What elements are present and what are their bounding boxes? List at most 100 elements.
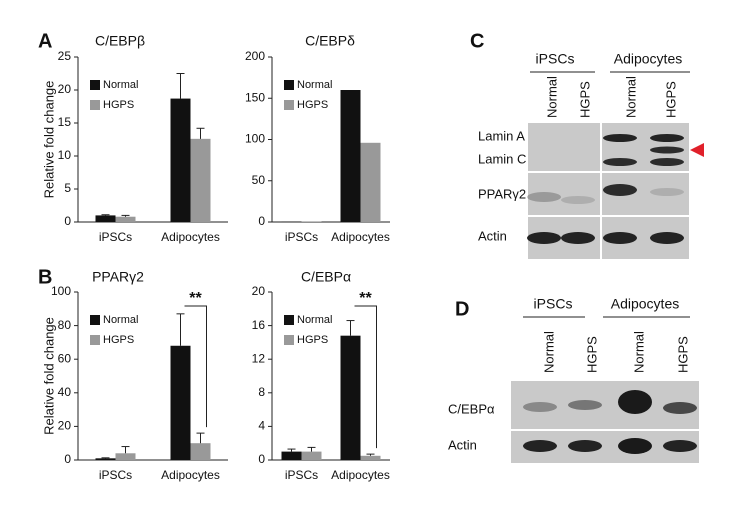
y-tick-label: 0 [258,214,265,228]
lane-label: Normal [631,331,646,373]
legend-label: Normal [103,314,138,326]
error-bar [176,73,185,99]
chart-title: PPARγ2 [92,269,144,285]
blot-band [603,134,637,142]
blot-band [603,158,637,166]
legend-label: HGPS [297,99,328,111]
x-tick-label: Adipocytes [161,468,220,482]
error-bar [176,313,185,346]
legend-swatch [284,80,294,90]
blot-band [618,390,652,414]
x-tick-label: iPSCs [285,230,318,244]
bar [340,90,361,222]
y-tick-label: 15 [58,115,72,129]
blot-band [603,232,637,244]
chart-title: C/EBPα [301,269,351,285]
legend-label: Normal [297,314,332,326]
lane-label: HGPS [577,81,592,118]
legend-label: HGPS [103,99,134,111]
error-bar [346,320,355,336]
y-tick-label: 100 [51,284,71,298]
y-tick-label: 10 [58,148,72,162]
legend-label: HGPS [103,334,134,346]
blot-row-label: Actin [448,437,477,452]
y-tick-label: 5 [64,181,71,195]
blot-image [526,171,602,217]
x-tick-label: iPSCs [99,230,132,244]
blot-row-label: C/EBPα [448,401,495,416]
y-tick-label: 150 [245,90,265,104]
panel-label: C [470,30,484,52]
bar [95,458,116,460]
bar [170,98,191,222]
blot-band [650,232,684,244]
blot-group-label: Adipocytes [611,296,679,312]
x-tick-label: iPSCs [99,468,132,482]
y-tick-label: 20 [58,82,72,96]
y-tick-label: 20 [58,419,72,433]
legend-label: Normal [297,79,332,91]
error-bar [101,214,110,216]
x-tick-label: iPSCs [285,468,318,482]
error-bar [196,432,205,444]
lane-label: Normal [623,76,638,118]
significance-bracket [184,305,207,428]
legend-swatch [90,100,100,110]
blot-band [603,184,637,196]
x-tick-label: Adipocytes [161,230,220,244]
error-bar [287,448,296,452]
y-tick-label: 50 [252,173,266,187]
error-bar [307,446,316,452]
lane-label: HGPS [584,336,599,373]
blot-row-label: Actin [478,228,507,243]
blot-band [650,134,684,142]
blot-row-label: Lamin A [478,128,525,143]
y-tick-label: 0 [258,452,265,466]
y-tick-label: 80 [58,318,72,332]
legend-swatch [90,80,100,90]
legend-swatch [284,335,294,345]
blot-band [650,158,684,166]
y-axis-label: Relative fold change [41,81,56,199]
y-tick-label: 200 [245,49,265,63]
significance-bracket [354,305,377,449]
bar [115,216,136,222]
arrowhead [690,143,704,157]
blot-band [527,232,561,244]
blot-band [527,192,561,202]
blot-band [663,440,697,452]
bar [170,345,191,460]
bar [360,142,381,222]
blot-band [561,196,595,204]
bar [281,451,302,460]
y-tick-label: 0 [64,214,71,228]
bar [190,138,211,222]
error-bar [196,127,205,139]
significance-label: ** [189,290,202,307]
blot-band [650,146,684,154]
lane-label: HGPS [675,336,690,373]
bar [95,215,116,222]
error-bar [121,214,130,217]
y-tick-label: 8 [258,385,265,399]
blot-image [526,121,602,173]
legend-label: Normal [103,79,138,91]
bar [190,443,211,460]
lane-label: Normal [541,331,556,373]
y-tick-label: 60 [58,351,72,365]
legend-swatch [90,315,100,325]
y-tick-label: 25 [58,49,72,63]
bar [360,455,381,460]
legend-swatch [284,315,294,325]
blot-band [663,402,697,414]
bar [115,453,136,460]
blot-band [650,188,684,196]
y-tick-label: 0 [64,452,71,466]
y-tick-label: 40 [58,385,72,399]
lane-label: Normal [544,76,559,118]
blot-group-label: iPSCs [534,296,573,312]
error-bar [366,453,375,456]
y-tick-label: 20 [252,284,266,298]
x-tick-label: Adipocytes [331,468,390,482]
